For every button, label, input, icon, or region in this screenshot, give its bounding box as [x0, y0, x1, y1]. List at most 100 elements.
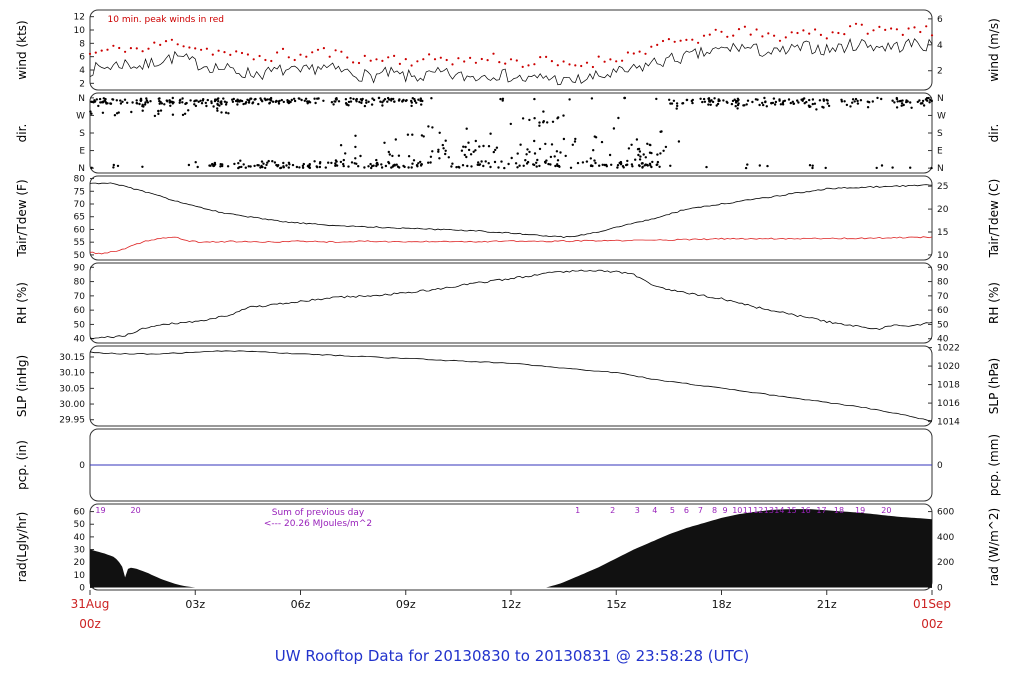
tick-label-left: 12	[74, 13, 85, 23]
axis-title-left-rad: rad(Lgly/hr)	[15, 512, 29, 583]
direction-dot	[487, 145, 491, 148]
peak-wind-dot	[773, 34, 776, 37]
direction-dot	[797, 101, 800, 104]
direction-dot	[474, 149, 477, 152]
direction-dot	[93, 100, 97, 103]
direction-dot	[499, 97, 502, 101]
direction-dot	[342, 164, 345, 168]
direction-dot	[144, 101, 147, 104]
peak-wind-dot	[784, 36, 787, 39]
direction-dot	[427, 125, 430, 128]
peak-wind-dot	[626, 51, 630, 54]
direction-dot	[313, 160, 316, 163]
direction-dot	[291, 163, 295, 167]
direction-dot	[472, 150, 475, 153]
direction-dot	[141, 109, 144, 112]
direction-dot	[159, 109, 163, 112]
direction-dot	[171, 96, 174, 100]
direction-dot	[489, 132, 492, 135]
tick-label-left: 60	[74, 306, 86, 316]
direction-dot	[106, 102, 109, 105]
cum-label: 10	[732, 506, 742, 515]
direction-dot	[381, 101, 384, 104]
direction-dot	[268, 102, 271, 105]
peak-wind-dot	[726, 35, 729, 38]
direction-dot	[438, 131, 441, 134]
peak-wind-dot	[568, 63, 571, 66]
direction-dot	[392, 97, 395, 101]
direction-dot	[208, 164, 211, 167]
peak-wind-dot	[299, 53, 302, 56]
direction-dot	[377, 96, 381, 100]
direction-dot	[246, 98, 249, 102]
direction-dot	[637, 153, 640, 157]
peak-wind-dot	[433, 58, 437, 61]
direction-dot	[616, 164, 620, 167]
direction-dot	[898, 100, 901, 103]
direction-dot	[458, 166, 461, 169]
peak-wind-dot	[667, 38, 671, 41]
cum-label: 19	[95, 506, 105, 515]
tick-label-left: 30.05	[59, 384, 85, 394]
direction-dot	[119, 99, 122, 102]
direction-dot	[744, 166, 748, 170]
direction-dot	[589, 157, 592, 160]
direction-dot	[138, 102, 141, 106]
direction-dot	[212, 164, 215, 167]
direction-dot	[264, 166, 267, 170]
direction-dot	[359, 154, 362, 158]
direction-dot	[778, 99, 781, 102]
direction-dot	[287, 161, 291, 164]
direction-dot	[112, 166, 115, 169]
direction-dot	[444, 149, 447, 152]
direction-dot	[413, 99, 417, 103]
tick-label-left: 70	[74, 292, 86, 302]
cum-label: 2	[610, 506, 615, 515]
tick-label-right: 25	[937, 182, 948, 192]
direction-dot	[550, 143, 554, 146]
direction-dot	[662, 149, 665, 152]
direction-dot	[761, 101, 764, 105]
direction-dot	[746, 99, 750, 102]
peak-wind-dot	[708, 33, 711, 36]
peak-wind-dot	[737, 28, 741, 31]
peak-wind-dot	[778, 39, 782, 42]
direction-dot	[158, 102, 161, 105]
peak-wind-dot	[661, 39, 665, 43]
direction-dot	[477, 163, 481, 167]
direction-dot	[280, 166, 283, 169]
direction-dot	[123, 98, 127, 101]
direction-dot	[226, 165, 230, 168]
peak-wind-dot	[270, 59, 273, 63]
tick-label-left: 40	[74, 335, 86, 345]
peak-winds-note: 10 min. peak winds in red	[108, 15, 225, 25]
direction-dot	[420, 103, 423, 106]
peak-wind-dot	[246, 53, 249, 56]
direction-dot	[369, 162, 372, 166]
direction-dot	[494, 148, 497, 152]
cum-label: 18	[834, 506, 844, 515]
direction-dot	[410, 104, 413, 108]
cum-label: 20	[131, 506, 141, 515]
direction-dot	[290, 98, 293, 102]
tick-label-right: W	[937, 111, 946, 121]
direction-dot	[267, 159, 270, 163]
direction-dot	[822, 98, 825, 101]
direction-dot	[429, 161, 432, 164]
direction-dot	[412, 159, 416, 162]
direction-dot	[849, 105, 852, 108]
direction-dot	[231, 100, 235, 104]
direction-dot	[763, 96, 766, 100]
direction-dot	[495, 146, 499, 149]
direction-dot	[627, 147, 631, 150]
chart-title: UW Rooftop Data for 20130830 to 20130831…	[274, 647, 750, 665]
peak-wind-dot	[445, 58, 448, 62]
direction-dot	[493, 160, 497, 164]
direction-dot	[803, 97, 806, 100]
panel-rh: 40 50 60 70 80 90 40 50 60 70 80 90 RH (%) RH (%)	[15, 262, 1001, 345]
direction-dot	[466, 164, 469, 168]
tick-label-right: 90	[937, 263, 949, 273]
peak-wind-dot	[673, 40, 676, 43]
peak-wind-dot	[264, 58, 267, 62]
direction-dot	[201, 99, 205, 102]
